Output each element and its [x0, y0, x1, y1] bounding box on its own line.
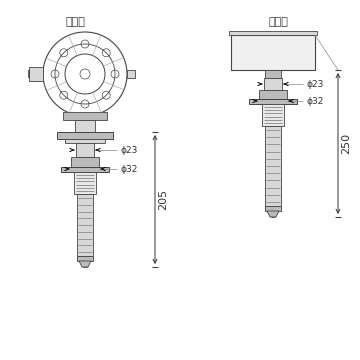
Text: 250: 250	[341, 133, 351, 154]
Bar	[65, 139, 105, 143]
Bar	[265, 126, 281, 206]
Text: 205: 205	[158, 189, 168, 210]
Bar	[75, 120, 95, 132]
Bar	[259, 90, 287, 99]
Bar	[57, 132, 113, 139]
Bar	[249, 99, 297, 104]
Bar	[262, 104, 284, 126]
Polygon shape	[29, 67, 43, 81]
Text: ϕ23: ϕ23	[120, 145, 138, 154]
Text: 分体式: 分体式	[268, 17, 288, 27]
Bar	[63, 112, 107, 120]
Bar	[77, 194, 93, 256]
Bar	[265, 206, 281, 211]
Text: 一体式: 一体式	[65, 17, 85, 27]
Polygon shape	[127, 70, 135, 78]
Bar	[231, 35, 315, 70]
Bar	[61, 167, 109, 172]
Bar	[71, 157, 99, 167]
Text: ϕ32: ϕ32	[120, 165, 138, 174]
Bar	[265, 70, 281, 78]
Bar	[74, 172, 96, 194]
Bar	[76, 143, 94, 157]
Text: ϕ32: ϕ32	[306, 96, 324, 105]
Polygon shape	[79, 261, 91, 267]
Polygon shape	[267, 211, 279, 217]
Bar	[77, 256, 93, 261]
Bar	[264, 78, 282, 90]
Bar	[229, 31, 317, 35]
Text: ϕ23: ϕ23	[306, 80, 324, 89]
